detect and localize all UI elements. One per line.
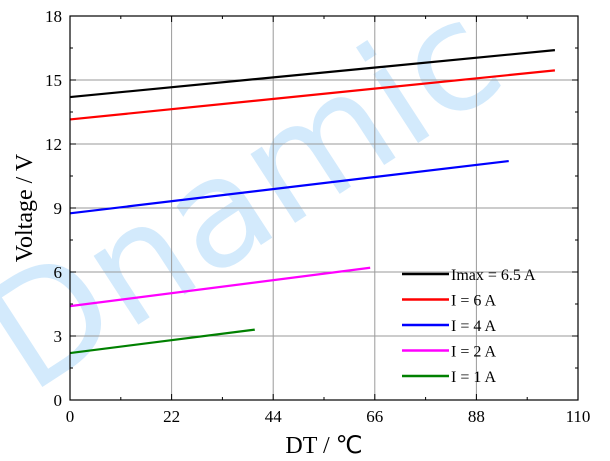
series-line bbox=[69, 266, 371, 308]
axis-ticks bbox=[69, 15, 579, 401]
series-line bbox=[69, 69, 556, 121]
series-line bbox=[69, 49, 556, 99]
y-axis-title: Voltage / V bbox=[12, 153, 38, 262]
legend: Imax = 6.5 A I = 6 A I = 4 A I = 2 A I = 1 A bbox=[402, 267, 536, 386]
x-tick-label: 110 bbox=[566, 407, 591, 426]
x-tick-label: 22 bbox=[163, 407, 180, 426]
y-tick-labels: 0 3 6 9 12 15 18 bbox=[45, 7, 62, 410]
series-lines bbox=[69, 49, 556, 355]
x-axis-title: DT / ℃ bbox=[285, 433, 362, 459]
x-tick-labels: 0 22 44 66 88 110 bbox=[66, 407, 591, 426]
y-tick-label: 6 bbox=[54, 263, 63, 282]
legend-entry-label: Imax = 6.5 A bbox=[451, 267, 536, 284]
x-tick-label: 88 bbox=[468, 407, 485, 426]
y-tick-label: 18 bbox=[45, 7, 62, 26]
x-tick-label: 0 bbox=[66, 407, 75, 426]
series-line bbox=[69, 159, 509, 215]
y-tick-label: 3 bbox=[54, 327, 63, 346]
series-line bbox=[69, 328, 255, 355]
x-tick-label: 66 bbox=[366, 407, 383, 426]
legend-entry-label: I = 4 A bbox=[451, 318, 496, 335]
legend-entry-label: I = 2 A bbox=[451, 344, 496, 361]
x-tick-label: 44 bbox=[265, 407, 283, 426]
y-tick-label: 15 bbox=[45, 71, 62, 90]
legend-entry-label: I = 6 A bbox=[451, 293, 496, 310]
grid bbox=[70, 16, 578, 400]
y-tick-label: 9 bbox=[54, 199, 63, 218]
legend-entry-label: I = 1 A bbox=[451, 369, 496, 386]
y-tick-label: 0 bbox=[54, 391, 63, 410]
y-tick-label: 12 bbox=[45, 135, 62, 154]
